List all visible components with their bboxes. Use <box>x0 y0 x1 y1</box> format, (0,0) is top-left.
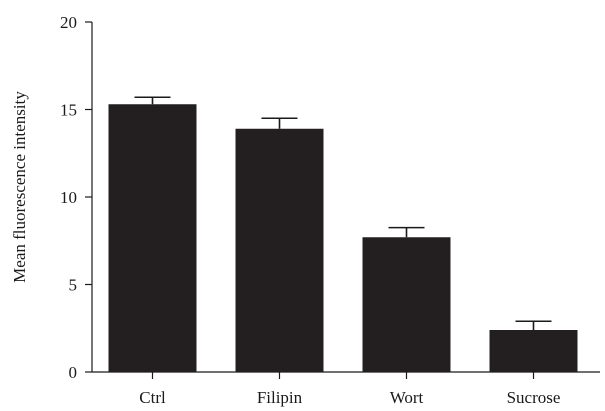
y-tick-label: 5 <box>69 276 78 295</box>
bar-filipin <box>235 128 324 372</box>
bar-series <box>108 96 578 372</box>
bar-sucrose <box>489 330 578 372</box>
x-tick-label: Filipin <box>257 388 303 407</box>
x-axis-labels: Ctrl Filipin Wort Sucrose <box>139 388 560 407</box>
x-tick-label: Sucrose <box>507 388 561 407</box>
bar-wort <box>362 237 451 372</box>
y-tick-label: 20 <box>60 13 77 32</box>
y-axis-title: Mean fluorescence intensity <box>10 91 29 283</box>
y-tick-label: 15 <box>60 101 77 120</box>
bar-ctrl <box>108 104 197 372</box>
x-tick-label: Ctrl <box>139 388 166 407</box>
y-tick-label: 0 <box>69 363 78 382</box>
y-tick-label: 10 <box>60 188 77 207</box>
x-tick-label: Wort <box>390 388 424 407</box>
